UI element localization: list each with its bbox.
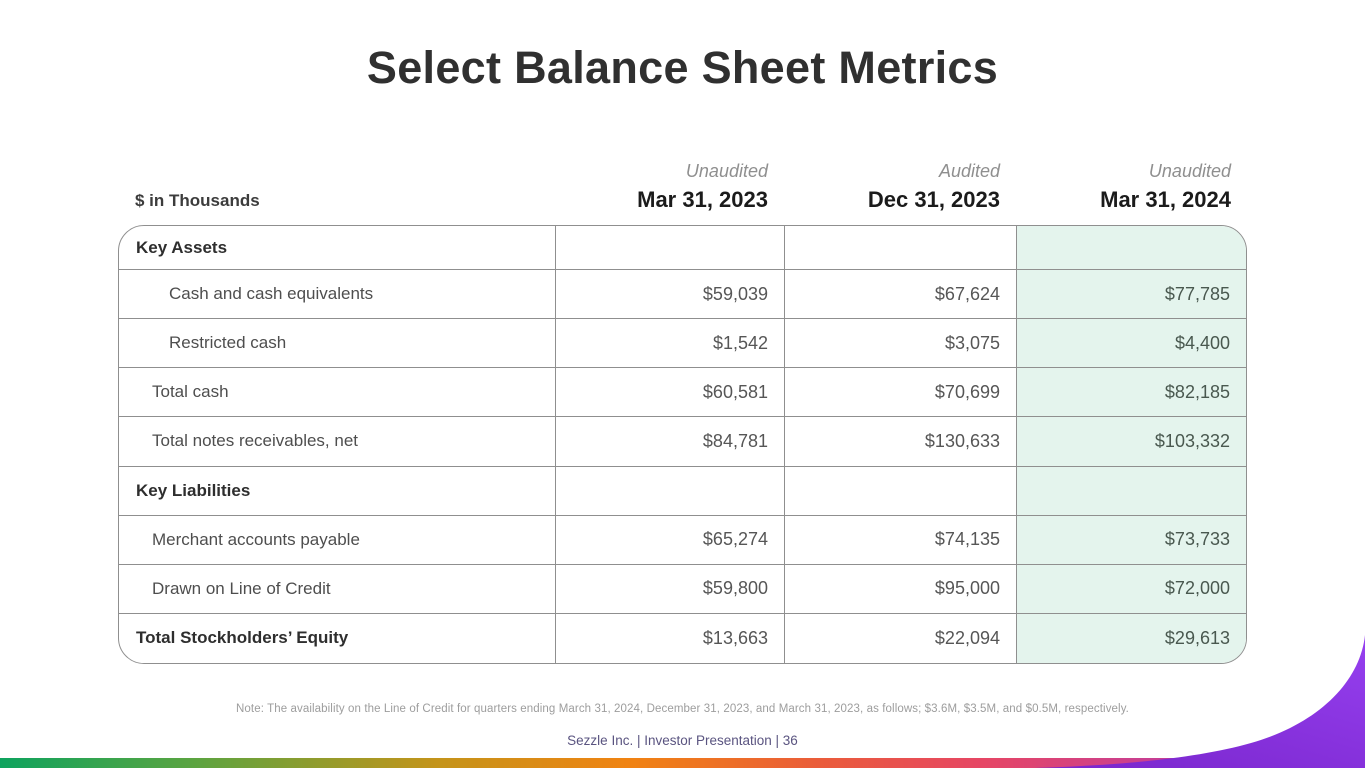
column-header-mar-2024: Unaudited Mar 31, 2024: [1016, 148, 1247, 223]
cell-value: $82,185: [1016, 368, 1246, 418]
cell-value: $59,800: [555, 564, 784, 614]
audit-status-label: Unaudited: [685, 161, 768, 181]
brand-gradient-bar: [0, 758, 1365, 768]
audit-status-label: Unaudited: [1148, 161, 1231, 181]
cell-value: $13,663: [555, 613, 784, 663]
cell-value: $73,733: [1016, 515, 1246, 565]
row-label: Drawn on Line of Credit: [119, 565, 555, 614]
cell-value: [784, 226, 1016, 270]
cell-value: [1016, 466, 1246, 516]
row-label: Cash and cash equivalents: [119, 270, 555, 320]
column-date-label: Dec 31, 2023: [867, 187, 1000, 212]
cell-value: $65,274: [555, 515, 784, 565]
table-column-headers: $ in Thousands Unaudited Mar 31, 2023 Au…: [118, 148, 1247, 223]
footnote-text: Note: The availability on the Line of Cr…: [236, 703, 1129, 715]
cell-value: $1,542: [555, 319, 784, 369]
cell-value: $3,075: [784, 319, 1016, 369]
column-header-mar-2023: Unaudited Mar 31, 2023: [555, 148, 784, 223]
column-header-dec-2023: Audited Dec 31, 2023: [784, 148, 1016, 223]
audit-status-label: Audited: [938, 161, 1000, 181]
column-date-label: Mar 31, 2024: [1100, 187, 1231, 212]
footer-text: Sezzle Inc. | Investor Presentation | 36: [567, 733, 798, 748]
cell-value: [784, 466, 1016, 516]
cell-value: [1016, 226, 1246, 270]
cell-value: $130,633: [784, 417, 1016, 467]
column-date-label: Mar 31, 2023: [637, 187, 768, 212]
cell-value: $77,785: [1016, 270, 1246, 320]
row-label: Total cash: [119, 368, 555, 418]
row-label: Total notes receivables, net: [119, 417, 555, 467]
units-label: $ in Thousands: [135, 191, 260, 210]
cell-value: $84,781: [555, 417, 784, 467]
row-label: Total Stockholders’ Equity: [136, 628, 349, 648]
cell-value: $4,400: [1016, 319, 1246, 369]
cell-value: $74,135: [784, 515, 1016, 565]
cell-value: $22,094: [784, 613, 1016, 663]
row-label: Restricted cash: [119, 319, 555, 369]
cell-value: [555, 226, 784, 270]
row-label: Key Liabilities: [119, 467, 555, 516]
cell-value: $95,000: [784, 564, 1016, 614]
cell-value: $72,000: [1016, 564, 1246, 614]
cell-value: $103,332: [1016, 417, 1246, 467]
cell-value: $67,624: [784, 270, 1016, 320]
row-label: Key Assets: [119, 226, 555, 270]
page-title: Select Balance Sheet Metrics: [366, 42, 999, 93]
cell-value: [555, 466, 784, 516]
cell-value: $29,613: [1016, 613, 1246, 663]
row-label: Merchant accounts payable: [119, 516, 555, 565]
corner-swoosh-graphic: [1035, 635, 1365, 768]
balance-sheet-table: Key Assets Cash and cash equivalents $59…: [118, 225, 1247, 664]
cell-value: $70,699: [784, 368, 1016, 418]
cell-value: $60,581: [555, 368, 784, 418]
cell-value: $59,039: [555, 270, 784, 320]
